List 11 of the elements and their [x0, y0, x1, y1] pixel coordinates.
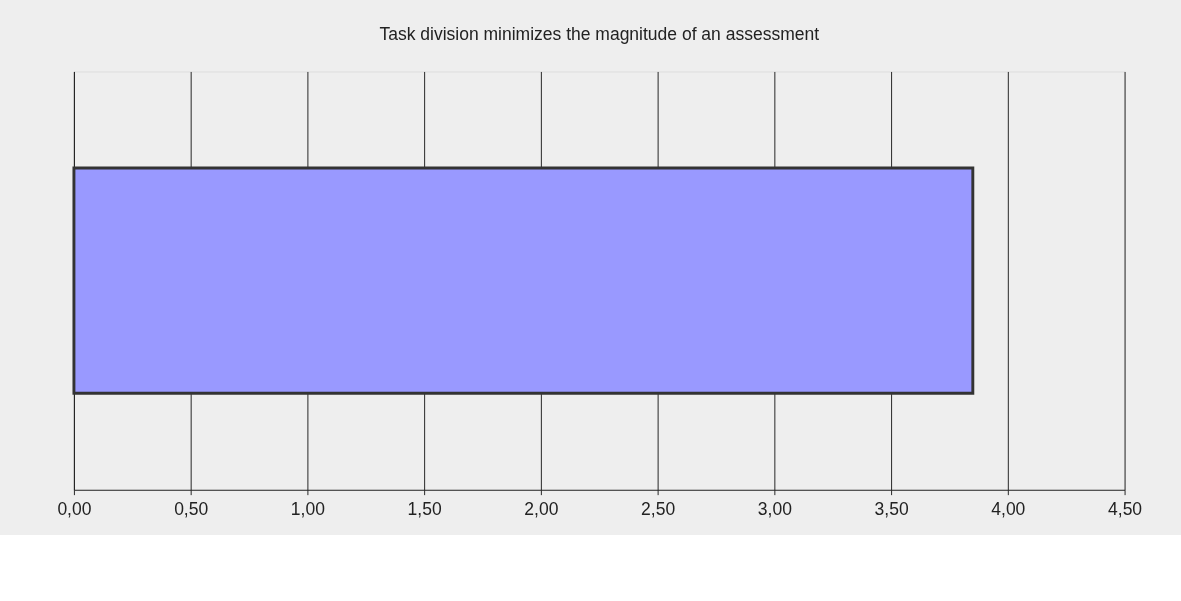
x-tick-label: 1,00: [290, 498, 326, 519]
x-tick-label: 0,50: [174, 498, 209, 519]
x-tick-label: 3,50: [874, 498, 909, 519]
x-tick-label: 2,50: [641, 498, 676, 519]
x-tick-label: 3,00: [757, 498, 793, 519]
x-tick-label: 4,00: [991, 498, 1026, 519]
chart-title: Task division minimizes the magnitude of an assessment: [379, 24, 820, 45]
x-tick-label: 2,00: [524, 498, 559, 519]
x-tick-label: 0,00: [57, 498, 92, 519]
x-tick-label: 4,50: [1108, 498, 1143, 519]
x-tick-label: 1,50: [407, 498, 442, 519]
